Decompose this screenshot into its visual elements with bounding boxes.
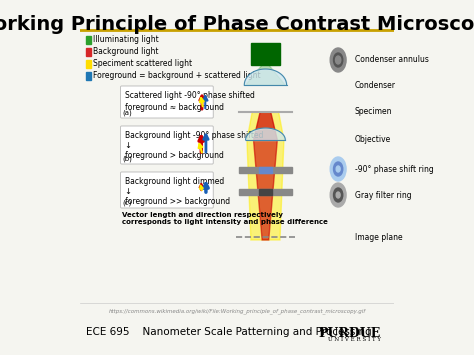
Bar: [239, 189, 292, 195]
Text: (b): (b): [122, 155, 132, 162]
Bar: [239, 167, 292, 173]
Circle shape: [334, 188, 343, 202]
Circle shape: [334, 53, 343, 67]
Text: U N I V E R S I T Y: U N I V E R S I T Y: [328, 337, 381, 342]
Bar: [86, 48, 91, 56]
Circle shape: [336, 192, 340, 198]
Polygon shape: [254, 112, 277, 140]
Text: Vector length and direction respectively
corresponds to light intensity and phas: Vector length and direction respectively…: [122, 212, 328, 225]
Polygon shape: [247, 112, 284, 140]
Bar: [259, 167, 272, 173]
Polygon shape: [247, 140, 284, 240]
Text: Speciment scattered light: Speciment scattered light: [93, 60, 192, 69]
FancyBboxPatch shape: [121, 86, 213, 118]
Bar: [251, 43, 280, 65]
Circle shape: [336, 166, 340, 172]
Text: Condenser: Condenser: [355, 81, 396, 89]
Text: Illuminating light: Illuminating light: [93, 36, 159, 44]
Bar: [86, 36, 91, 44]
Circle shape: [334, 162, 343, 176]
Circle shape: [330, 157, 346, 181]
Bar: [259, 189, 272, 195]
Circle shape: [330, 48, 346, 72]
Text: Scattered light -90° phase shifted: Scattered light -90° phase shifted: [125, 91, 255, 100]
Text: ↓: ↓: [125, 141, 132, 150]
Text: foreground > background: foreground > background: [125, 151, 224, 160]
Text: Background light: Background light: [93, 48, 158, 56]
Circle shape: [336, 56, 341, 64]
Text: Background light -90° phase shifted: Background light -90° phase shifted: [125, 131, 263, 140]
Text: Specimen: Specimen: [355, 108, 392, 116]
Text: (a): (a): [122, 109, 132, 115]
Text: Condenser annulus: Condenser annulus: [355, 55, 428, 65]
Text: Image plane: Image plane: [355, 233, 402, 241]
Text: Background light dimmed: Background light dimmed: [125, 177, 224, 186]
Text: Working Principle of Phase Contrast Microscopy: Working Principle of Phase Contrast Micr…: [0, 15, 474, 34]
Text: Gray filter ring: Gray filter ring: [355, 191, 411, 200]
Text: Objective: Objective: [355, 136, 391, 144]
FancyBboxPatch shape: [121, 126, 213, 164]
Bar: [86, 60, 91, 68]
Text: foreground ≈ background: foreground ≈ background: [125, 103, 224, 112]
Text: (c): (c): [122, 199, 131, 206]
Text: https://commons.wikimedia.org/wiki/File:Working_principle_of_phase_contrast_micr: https://commons.wikimedia.org/wiki/File:…: [109, 308, 365, 314]
Polygon shape: [246, 65, 285, 85]
Text: foreground >> background: foreground >> background: [125, 197, 230, 206]
Bar: [86, 72, 91, 80]
Text: ECE 695    Nanometer Scale Patterning and Processing: ECE 695 Nanometer Scale Patterning and P…: [86, 327, 371, 337]
Text: PURDUE: PURDUE: [319, 327, 381, 340]
Text: ↓: ↓: [125, 187, 132, 196]
Circle shape: [330, 183, 346, 207]
Polygon shape: [254, 140, 277, 240]
FancyBboxPatch shape: [121, 172, 213, 208]
Text: Foreground = background + scattered light: Foreground = background + scattered ligh…: [93, 71, 261, 81]
Text: -90° phase shift ring: -90° phase shift ring: [355, 164, 433, 174]
